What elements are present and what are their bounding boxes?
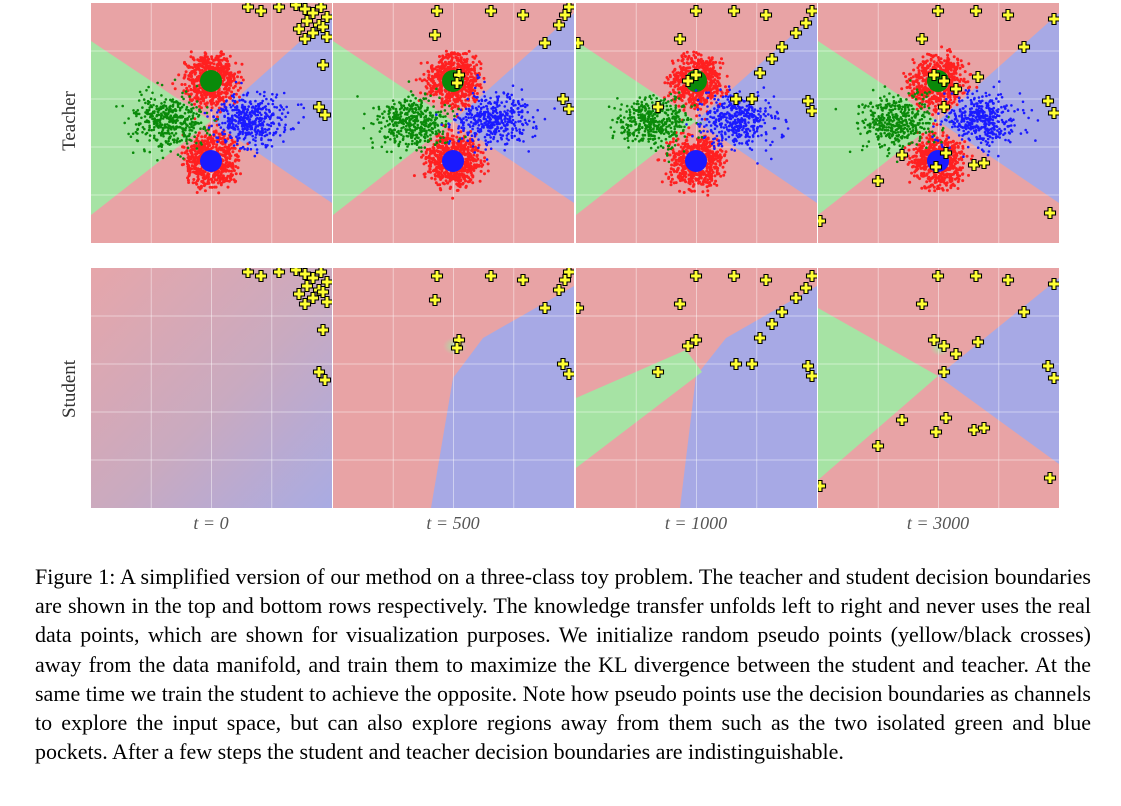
figure-svg [91, 3, 1059, 508]
figure-panels: Teacher Student t = 0 t = 500 t = 1000 t… [59, 3, 1059, 533]
time-label-0: t = 0 [193, 513, 229, 533]
row-label-student: Student [59, 359, 80, 419]
time-label-500: t = 500 [426, 513, 480, 533]
time-label-1000: t = 1000 [664, 513, 728, 533]
row-label-teacher: Teacher [59, 91, 80, 151]
figure-caption: Figure 1: A simplified version of our me… [35, 564, 1091, 765]
time-label-3000: t = 3000 [906, 513, 970, 533]
